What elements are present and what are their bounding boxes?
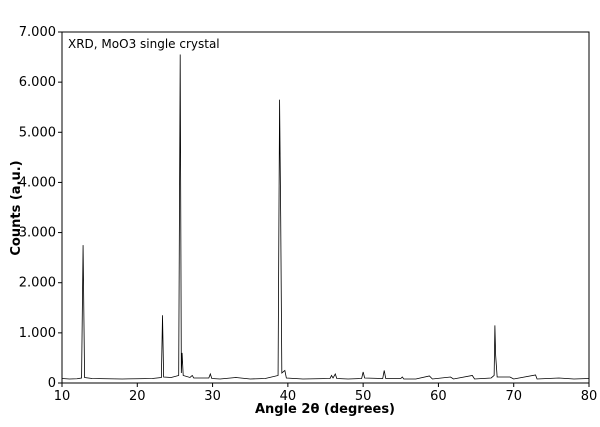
x-tick-label: 70 <box>505 389 522 404</box>
x-tick-label: 40 <box>280 389 297 404</box>
plot-frame <box>61 31 590 384</box>
x-tick-label: 60 <box>430 389 447 404</box>
x-tick-label: 30 <box>204 389 221 404</box>
x-tick-label: 20 <box>129 389 146 404</box>
x-tick-label: 10 <box>54 389 71 404</box>
y-tick-label: 5.000 <box>19 125 56 140</box>
y-tick-label: 6.000 <box>19 75 56 90</box>
y-tick-label: 0 <box>48 376 56 391</box>
x-tick-label: 80 <box>581 389 598 404</box>
y-tick-label: 7.000 <box>19 25 56 40</box>
x-axis-label: Angle 2θ (degrees) <box>255 402 395 417</box>
y-tick-label: 3.000 <box>19 226 56 241</box>
y-tick-label: 2.000 <box>19 276 56 291</box>
data-line <box>61 54 590 380</box>
y-tick-label: 1.000 <box>19 326 56 341</box>
x-tick-label: 50 <box>355 389 372 404</box>
y-tick-label: 4.000 <box>19 175 56 190</box>
annotation: XRD, MoO3 single crystal <box>68 37 220 51</box>
y-axis-label: Counts (a.u.) <box>9 160 24 255</box>
